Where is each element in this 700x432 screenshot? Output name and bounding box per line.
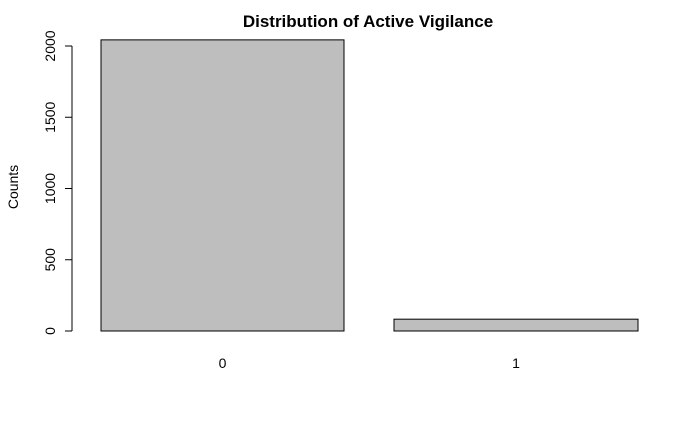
x-tick-label: 1 <box>512 355 520 371</box>
y-axis: 0 500 1000 1500 2000 <box>42 30 73 335</box>
chart-title: Distribution of Active Vigilance <box>243 12 493 31</box>
y-tick-label: 0 <box>42 327 58 335</box>
x-tick-label: 0 <box>219 355 227 371</box>
y-tick-label: 1000 <box>42 173 58 204</box>
bars <box>100 39 639 332</box>
y-tick-label: 1500 <box>42 101 58 132</box>
bar-0 <box>100 39 345 332</box>
y-tick-label: 500 <box>42 248 58 272</box>
y-axis-label: Counts <box>5 165 21 209</box>
y-tick-label: 2000 <box>42 30 58 61</box>
bar-1 <box>393 318 639 332</box>
